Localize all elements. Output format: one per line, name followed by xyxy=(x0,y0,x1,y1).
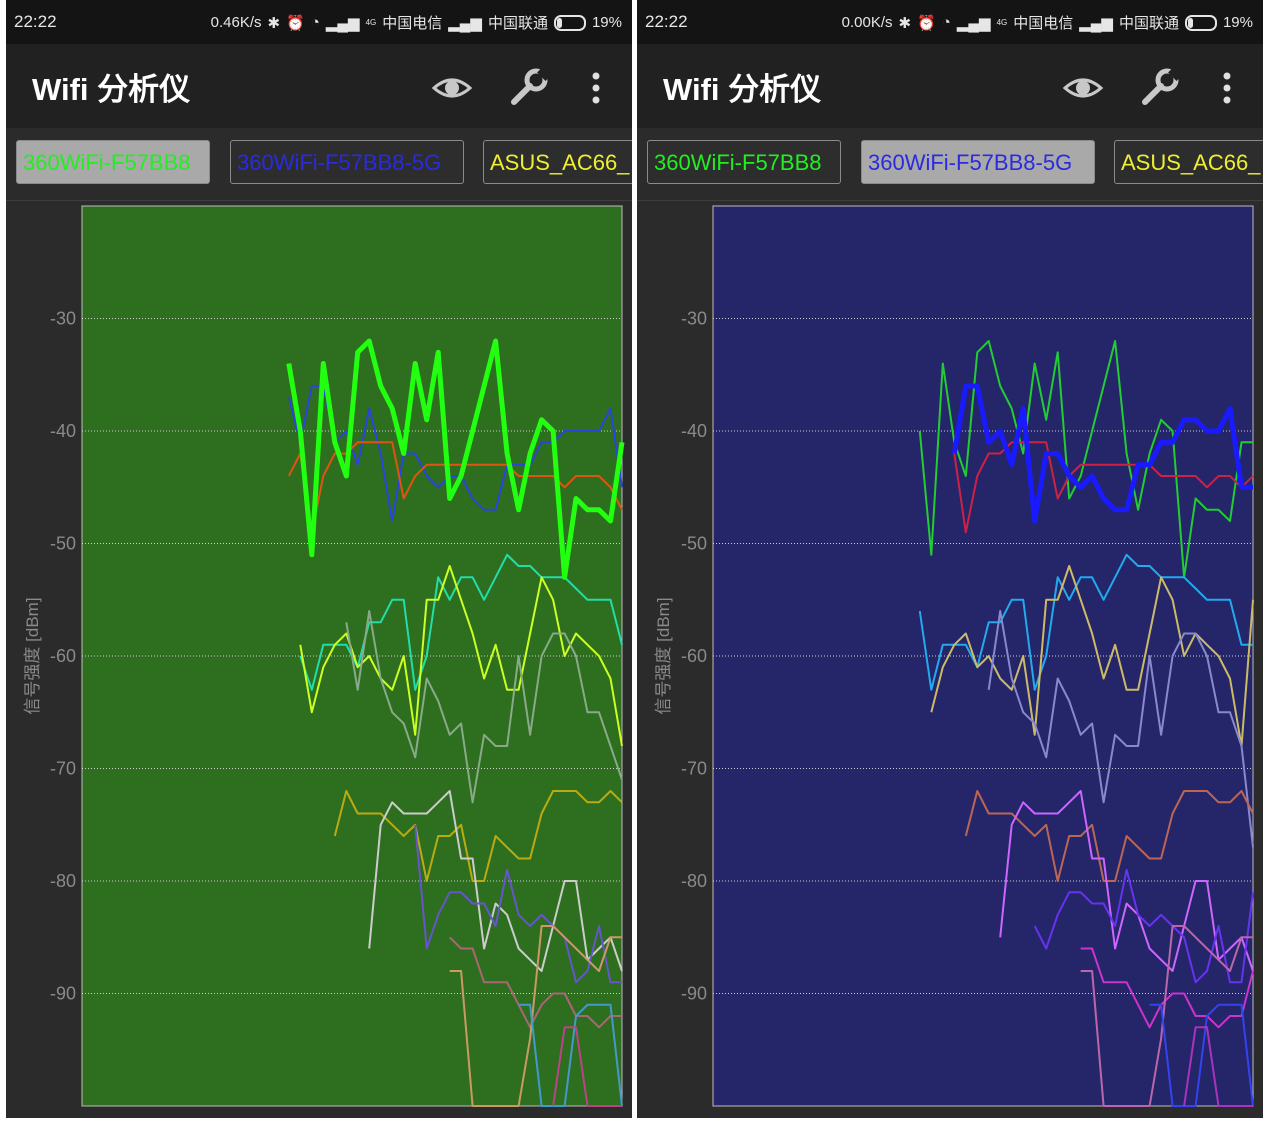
y-tick-label: -40 xyxy=(50,421,76,441)
series-line xyxy=(552,1026,622,1107)
y-tick-label: -30 xyxy=(50,309,76,329)
series-line xyxy=(287,385,623,522)
series-line xyxy=(1183,1026,1253,1107)
series-line xyxy=(368,790,623,972)
y-axis-label: 信号强度 [dBm] xyxy=(654,597,673,714)
signal-chart: -30 -40 -50 -60 -70 -80 -90 信号强度 [dBm] xyxy=(654,205,1254,1107)
series-line xyxy=(449,925,622,1107)
wifi-icon: ◔ xyxy=(310,14,320,31)
alarm-icon: ⏰ xyxy=(286,14,305,32)
eye-icon[interactable] xyxy=(1061,66,1105,110)
y-tick-label: -40 xyxy=(681,421,707,441)
network-speed: 0.00K/s xyxy=(841,14,893,31)
series-line xyxy=(333,790,623,882)
signal-chart: -30 -40 -50 -60 -70 -80 -90 信号强度 [dBm] xyxy=(23,205,625,1107)
tab-asus-ac66[interactable]: ASUS_AC66_ xyxy=(483,140,632,184)
wrench-icon[interactable] xyxy=(506,66,550,110)
app-bar: Wifi 分析仪 xyxy=(6,44,632,128)
ssid-tabs: 360WiFi-F57BB8 360WiFi-F57BB8-5G ASUS_AC… xyxy=(637,128,1263,201)
tab-360wifi-f57bb8-5g[interactable]: 360WiFi-F57BB8-5G xyxy=(861,140,1095,184)
series-line xyxy=(1149,1003,1254,1107)
signal-icon: ▂▄▆ xyxy=(448,14,482,32)
series-line xyxy=(930,565,1254,747)
tab-360wifi-f57bb8[interactable]: 360WiFi-F57BB8 xyxy=(647,140,841,184)
y-tick-label: -70 xyxy=(50,759,76,779)
status-bar: 22:22 0.46K/s ✱ ⏰ ◔ ▂▄▆ 4G 中国电信 ▂▄▆ 中国联通… xyxy=(6,0,632,44)
series-line xyxy=(918,340,1253,579)
app-bar: Wifi 分析仪 xyxy=(637,44,1263,128)
wifi-icon: ◔ xyxy=(941,14,951,31)
y-tick-label: -80 xyxy=(50,871,76,891)
signal-icon: ▂▄▆ xyxy=(1079,14,1113,32)
y-tick-label: -50 xyxy=(681,534,707,554)
wrench-icon[interactable] xyxy=(1137,66,1181,110)
y-tick-label: -70 xyxy=(681,759,707,779)
app-title: Wifi 分析仪 xyxy=(663,72,822,107)
series-line xyxy=(287,441,623,534)
series-line xyxy=(299,565,623,747)
signal-icon: ▂▄▆ xyxy=(956,14,991,32)
status-right: 0.00K/s ✱ ⏰ ◔ ▂▄▆ 4G 中国电信 ▂▄▆ 中国联通 19% xyxy=(842,12,1253,33)
y-tick-label: -60 xyxy=(681,646,707,666)
right-screen: 22:22 0.00K/s ✱ ⏰ ◔ ▂▄▆ 4G 中国电信 ▂▄▆ 中国联通… xyxy=(637,0,1263,1118)
series-line xyxy=(345,610,623,804)
series-line xyxy=(448,936,622,1029)
app-title: Wifi 分析仪 xyxy=(32,72,191,107)
tab-360wifi-f57bb8-5g[interactable]: 360WiFi-F57BB8-5G xyxy=(230,140,464,184)
carrier-2: 中国联通 xyxy=(1118,15,1179,32)
signal-icon: ▂▄▆ xyxy=(325,14,360,32)
status-bar: 22:22 0.00K/s ✱ ⏰ ◔ ▂▄▆ 4G 中国电信 ▂▄▆ 中国联通… xyxy=(637,0,1263,44)
network-type: 4G xyxy=(365,18,377,27)
y-tick-label: -30 xyxy=(681,309,707,329)
left-screen: 22:22 0.46K/s ✱ ⏰ ◔ ▂▄▆ 4G 中国电信 ▂▄▆ 中国联通… xyxy=(6,0,632,1118)
y-axis-label: 信号强度 [dBm] xyxy=(23,597,42,714)
network-type: 4G xyxy=(996,18,1008,27)
y-tick-label: -90 xyxy=(681,984,707,1004)
battery-icon xyxy=(1184,14,1217,31)
series-line xyxy=(1033,868,1254,984)
battery-level: 19% xyxy=(1222,14,1253,31)
series-line xyxy=(1080,947,1254,1029)
y-tick-label: -60 xyxy=(50,646,76,666)
ssid-tabs: 360WiFi-F57BB8 360WiFi-F57BB8-5G ASUS_AC… xyxy=(6,128,632,201)
carrier-1: 中国电信 xyxy=(1013,15,1074,32)
tab-asus-ac66[interactable]: ASUS_AC66_ xyxy=(1114,140,1263,184)
alarm-icon: ⏰ xyxy=(917,14,936,32)
bluetooth-icon: ✱ xyxy=(898,14,912,32)
more-vert-icon[interactable] xyxy=(1205,66,1249,110)
series-line xyxy=(299,553,623,691)
series-line xyxy=(951,383,1253,524)
y-tick-label: -50 xyxy=(50,534,76,554)
more-vert-icon[interactable] xyxy=(574,66,618,110)
status-right: 0.46K/s ✱ ⏰ ◔ ▂▄▆ 4G 中国电信 ▂▄▆ 中国联通 19% xyxy=(211,12,622,33)
series-line xyxy=(999,790,1254,972)
tab-360wifi-f57bb8[interactable]: 360WiFi-F57BB8 xyxy=(16,140,210,184)
eye-icon[interactable] xyxy=(430,66,474,110)
bluetooth-icon: ✱ xyxy=(267,14,281,32)
status-time: 22:22 xyxy=(14,12,57,31)
battery-icon xyxy=(553,14,586,31)
network-speed: 0.46K/s xyxy=(210,14,262,31)
series-line xyxy=(414,824,622,984)
status-time: 22:22 xyxy=(645,12,688,31)
carrier-1: 中国电信 xyxy=(382,15,443,32)
series-line xyxy=(286,338,625,580)
battery-level: 19% xyxy=(591,14,622,31)
series-line xyxy=(1080,925,1253,1107)
series-line xyxy=(518,1003,623,1107)
carrier-2: 中国联通 xyxy=(487,15,548,32)
series-line xyxy=(964,790,1254,882)
y-tick-label: -80 xyxy=(681,871,707,891)
series-line xyxy=(987,610,1254,848)
y-tick-label: -90 xyxy=(50,984,76,1004)
